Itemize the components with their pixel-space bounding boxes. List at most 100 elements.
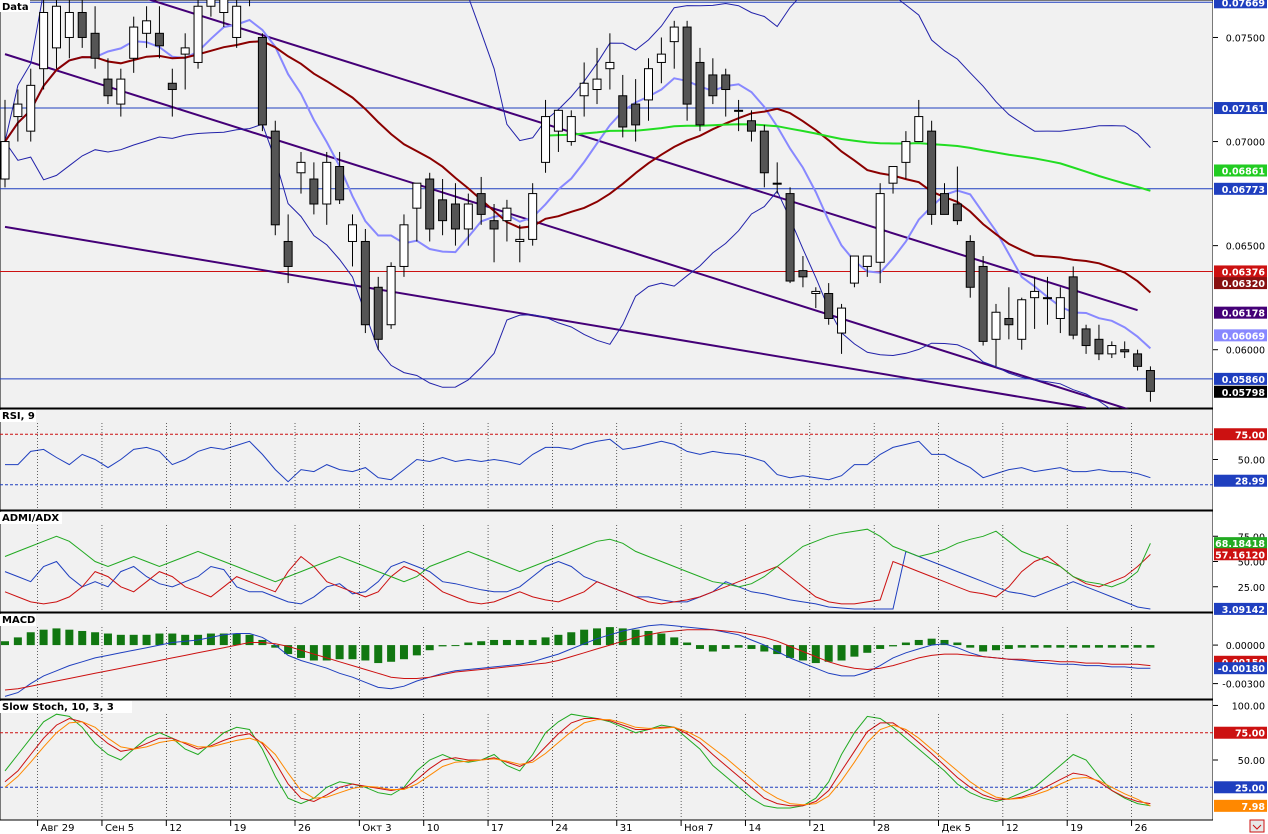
macd-histogram-bar-63: [811, 645, 820, 664]
candle-body-36: [463, 203, 473, 230]
macd-histogram-bar-16: [206, 633, 215, 646]
stoch-line-2: [4, 719, 1151, 807]
candle-body-12: [154, 32, 164, 47]
price-marker-4: 0.06376: [1222, 267, 1266, 278]
candle-body-89: [1145, 370, 1155, 392]
candle-body-42: [541, 116, 551, 163]
macd-histogram-bar-34: [438, 645, 447, 647]
macd-histogram-bar-82: [1056, 645, 1065, 648]
macd-histogram-bar-74: [953, 642, 962, 646]
macd-panel[interactable]: MACD: [0, 612, 1214, 700]
admi-marker-0: 68.18418: [1215, 539, 1265, 550]
admi-line-0: [4, 550, 1151, 610]
candle-body-64: [824, 293, 834, 319]
candle-body-31: [399, 224, 409, 267]
stoch-title-bg: [0, 701, 132, 713]
admi-panel-bg: [0, 510, 1214, 613]
macd-histogram-bar-25: [322, 645, 331, 661]
macd-histogram-bar-86: [1107, 645, 1116, 648]
candle-body-45: [579, 82, 589, 97]
scroll-end-button[interactable]: [1249, 819, 1265, 833]
price-tick-label-2: 0.06500: [1226, 242, 1265, 253]
macd-line-1: [4, 629, 1151, 691]
macd-histogram-bar-21: [271, 645, 280, 648]
candle-body-34: [438, 199, 448, 222]
macd-histogram-bar-89: [1146, 645, 1155, 648]
candle-body-48: [618, 95, 628, 128]
candle-body-41: [528, 193, 538, 240]
candle-body-83: [1068, 276, 1078, 336]
chevron-down-icon: [1252, 824, 1262, 830]
candle-body-80: [1030, 290, 1040, 299]
candle-body-56: [721, 74, 731, 91]
candle-body-10: [129, 26, 139, 59]
macd-histogram-bar-81: [1043, 645, 1052, 648]
price-marker-9-bg: [1214, 385, 1267, 398]
macd-histogram-bar-72: [927, 638, 936, 646]
candle-body-4: [51, 5, 61, 49]
x-tick-label-7: 17: [491, 823, 504, 834]
x-tick-label-13: 28: [877, 823, 890, 834]
macd-histogram-bar-41: [528, 639, 537, 646]
stoch-marker-0: 75.00: [1235, 729, 1265, 740]
price-tick-label-1: 0.07000: [1226, 138, 1265, 149]
macd-histogram-bar-62: [798, 645, 807, 661]
candle-body-77: [991, 311, 1001, 340]
stoch-panel[interactable]: Slow Stoch, 10, 3, 3: [0, 699, 1214, 821]
admi-marker-1: 57.16120: [1215, 550, 1265, 561]
macd-marker-1: -0.00180: [1218, 664, 1266, 675]
x-axis: Авг 29 Сен 5 12 19 26 Окт 3 10 17 24 31 Ноя 7 14 21 2…: [0, 423, 1213, 834]
price-marker-2: 0.06861: [1222, 166, 1265, 177]
macd-histogram-bar-14: [181, 634, 190, 646]
price-panel-bg: [0, 0, 1214, 409]
x-tick-label-3: 19: [234, 823, 247, 834]
candle-body-11: [142, 20, 152, 34]
candle-body-76: [978, 265, 988, 342]
macd-histogram-bar-6: [78, 630, 87, 646]
candle-body-78: [1004, 317, 1014, 326]
candle-body-61: [785, 193, 795, 282]
rsi-panel[interactable]: RSI, 9: [0, 408, 1214, 511]
scroll-end-button-bg: [1249, 819, 1265, 833]
candle-body-9: [116, 78, 126, 105]
stoch-marker-1-bg: [1214, 781, 1267, 794]
candle-body-47: [605, 61, 615, 70]
macd-histogram-bar-68: [876, 645, 885, 649]
candle-body-21: [270, 130, 280, 226]
admi-title-bg: [0, 512, 62, 524]
macd-histogram-bar-9: [116, 634, 125, 646]
macd-histogram-bar-24: [309, 645, 318, 661]
stoch-line-1: [4, 717, 1151, 807]
macd-histogram-bar-87: [1120, 645, 1129, 648]
price-scale: 0.07500 0.07000 0.06500 0.06000 0.07669 0.071…: [1213, 0, 1268, 834]
candle-body-88: [1133, 353, 1143, 367]
candle-body-14: [180, 47, 190, 55]
candle-body-84: [1081, 328, 1091, 347]
price-panel[interactable]: Data: [0, 0, 1214, 438]
macd-histogram-bar-60: [773, 645, 782, 655]
macd-histogram-bar-28: [361, 645, 370, 661]
price-title-bg: [0, 0, 30, 12]
rsi-marker-1-bg: [1214, 474, 1267, 487]
price-layer: [0, 0, 1213, 438]
candle-body-50: [644, 68, 653, 101]
candle-body-73: [940, 193, 950, 215]
price-marker-2-bg: [1214, 164, 1267, 177]
price-marker-8-bg: [1214, 372, 1267, 385]
candle-body-53: [682, 26, 692, 105]
moving-average-long-line: [545, 123, 1151, 192]
macd-histogram-bar-11: [142, 634, 151, 646]
candle-body-30: [386, 265, 396, 326]
price-marker-7: 0.06069: [1222, 331, 1265, 342]
macd-histogram-bar-33: [425, 645, 434, 651]
rsi-marker-1: 28.99: [1235, 477, 1265, 488]
admi-panel[interactable]: ADMI/ADX: [0, 510, 1214, 613]
candle-body-28: [360, 240, 370, 326]
candle-body-52: [669, 26, 679, 43]
candle-body-7: [90, 32, 100, 59]
rsi-title: RSI, 9: [2, 411, 35, 422]
macd-histogram-bar-12: [155, 633, 164, 646]
macd-histogram-bar-7: [91, 632, 100, 646]
candle-body-65: [837, 307, 847, 334]
macd-histogram-bar-70: [901, 642, 910, 646]
